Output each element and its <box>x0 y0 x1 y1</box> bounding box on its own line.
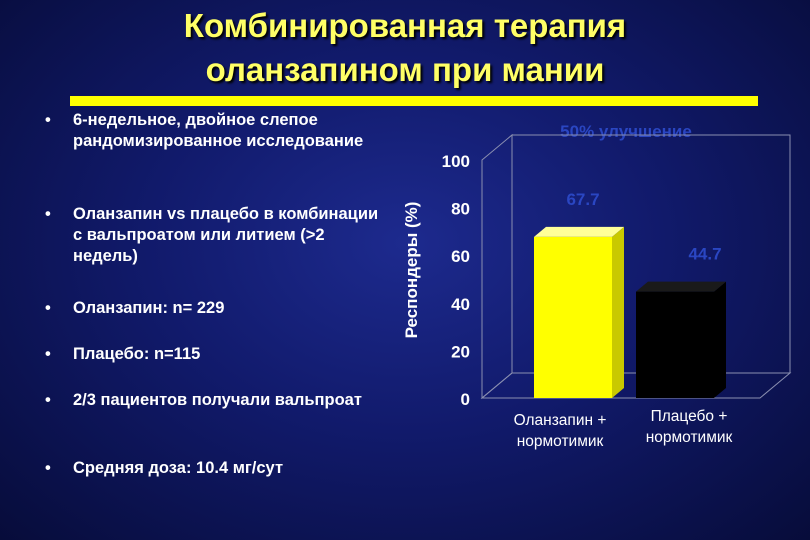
bar-side <box>612 226 624 398</box>
bullet-text: Оланзапин: n= 229 <box>73 299 225 317</box>
bullet-text: 6-недельное, двойное слепое рандомизиров… <box>73 111 364 150</box>
bar <box>534 236 612 398</box>
title-line-1: Комбинированная терапия <box>183 7 627 44</box>
y-tick-label: 40 <box>451 295 470 314</box>
bullet-dot-icon: • <box>45 111 51 129</box>
title-line-2: оланзапином при мании <box>205 51 605 88</box>
x-tick-label: нормотимик <box>646 429 733 446</box>
x-tick-label: Плацебо + <box>651 408 728 425</box>
y-tick-label: 20 <box>451 342 470 361</box>
data-label: 44.7 <box>688 245 721 264</box>
bullet-item: • 6-недельное, двойное слепое рандомизир… <box>45 110 385 152</box>
bullet-dot-icon: • <box>45 345 51 363</box>
chart-side-wall <box>481 133 513 400</box>
bullet-dot-icon: • <box>45 205 51 223</box>
x-axis-labels: Оланзапин + нормотимик Плацебо + нормотимик <box>514 408 733 450</box>
x-tick-label: Оланзапин + <box>514 412 607 429</box>
bullet-item: • 2/3 пациентов получали вальпроат <box>45 390 385 411</box>
y-tick-label: 0 <box>461 390 470 409</box>
y-tick-label: 100 <box>442 152 470 171</box>
bullet-item: • Оланзапин: n= 229 <box>45 298 385 319</box>
bar-side <box>714 281 726 398</box>
bullet-text: Средняя доза: 10.4 мг/сут <box>73 459 284 477</box>
x-tick-label: нормотимик <box>517 433 604 450</box>
y-axis-label: Респондеры (%) <box>402 202 421 339</box>
title-underline-bar <box>70 96 758 106</box>
bullet-dot-icon: • <box>45 391 51 409</box>
bullet-item: • Средняя доза: 10.4 мг/сут <box>45 458 385 479</box>
bar-top <box>636 281 726 292</box>
bars-group: 67.7 44.7 <box>534 190 726 398</box>
y-axis-ticks: 0 20 40 60 80 100 <box>442 152 470 409</box>
chart-title: 50% улучшение <box>560 122 692 141</box>
bar <box>636 291 714 398</box>
bullet-item: • Оланзапин vs плацебо в комбинации с ва… <box>45 204 385 267</box>
bullet-dot-icon: • <box>45 299 51 317</box>
page-title: Комбинированная терапия оланзапином при … <box>0 4 810 92</box>
bullet-dot-icon: • <box>45 459 51 477</box>
bullet-text: Плацебо: n=115 <box>73 345 201 363</box>
bullet-item: • Плацебо: n=115 <box>45 344 385 365</box>
y-tick-label: 60 <box>451 247 470 266</box>
bar-top <box>534 226 624 237</box>
bullet-text: 2/3 пациентов получали вальпроат <box>73 391 362 409</box>
y-tick-label: 80 <box>451 200 470 219</box>
bullet-text: Оланзапин vs плацебо в комбинации с валь… <box>73 205 379 265</box>
data-label: 67.7 <box>566 190 599 209</box>
